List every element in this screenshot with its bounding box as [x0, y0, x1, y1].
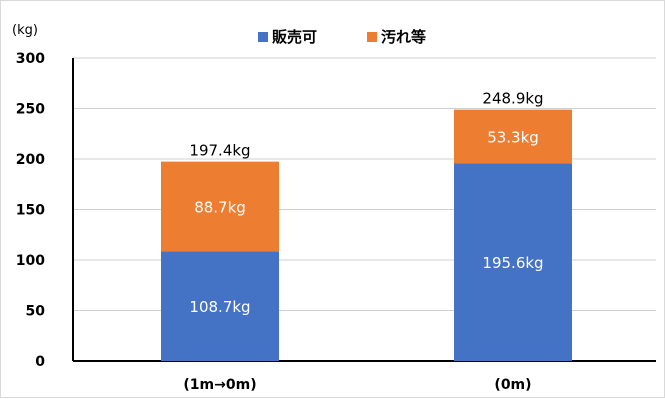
bar-segment — [161, 251, 279, 361]
segment-data-label: 53.3kg — [487, 129, 539, 147]
segment-data-label: 195.6kg — [482, 254, 543, 272]
y-tick-label: 0 — [35, 354, 45, 370]
total-data-label: 197.4kg — [189, 142, 250, 160]
y-tick-label: 150 — [16, 203, 45, 219]
bar-segment — [454, 109, 572, 164]
x-category-label: (1m→0m) — [183, 377, 256, 393]
legend-swatch — [258, 32, 268, 42]
y-tick-label: 50 — [26, 304, 46, 320]
y-tick-label: 250 — [16, 102, 45, 118]
x-category-label: (0m) — [494, 377, 531, 393]
y-tick-label: 200 — [16, 152, 45, 168]
total-data-label: 248.9kg — [482, 90, 543, 108]
legend-swatch — [367, 32, 377, 42]
y-tick-label: 300 — [16, 51, 45, 67]
bar-segment — [454, 163, 572, 361]
y-tick-label: 100 — [16, 253, 45, 269]
legend-label: 販売可 — [272, 28, 317, 46]
y-unit-label: (kg) — [12, 23, 38, 38]
bar-segment — [161, 161, 279, 252]
segment-data-label: 108.7kg — [189, 298, 250, 316]
segment-data-label: 88.7kg — [194, 198, 246, 216]
legend-label: 汚れ等 — [381, 28, 426, 46]
